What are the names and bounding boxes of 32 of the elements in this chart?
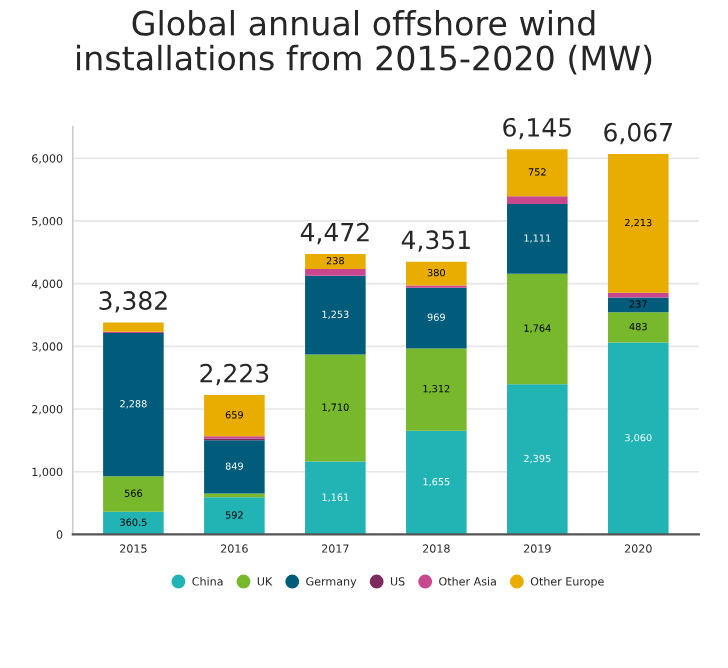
bar	[507, 384, 568, 535]
bar	[507, 196, 568, 205]
chart-title: Global annual offshore wind installations from 2015-2020 (MW)	[77, 10, 652, 75]
total-label: 6,067	[604, 122, 672, 145]
bar	[305, 461, 366, 535]
bar	[507, 204, 568, 274]
bar	[608, 297, 669, 313]
bar	[608, 342, 669, 535]
total-label: 2,223	[200, 363, 269, 386]
bar	[103, 476, 164, 512]
total-label: 4,351	[401, 230, 470, 252]
bar	[305, 254, 366, 269]
bar	[507, 273, 568, 385]
bar	[608, 312, 669, 343]
total-label: 3,382	[99, 291, 167, 313]
bar	[103, 511, 164, 535]
bar	[305, 354, 366, 462]
bar	[204, 395, 265, 437]
total-label: 4,472	[300, 222, 369, 245]
bar	[103, 322, 164, 332]
bar	[406, 287, 467, 349]
bar	[406, 348, 467, 431]
bar	[406, 261, 467, 286]
bar	[305, 268, 366, 276]
bar	[305, 275, 366, 355]
bar	[507, 149, 568, 197]
bar	[406, 430, 467, 535]
bar	[204, 440, 265, 494]
bar	[204, 497, 265, 535]
bar	[608, 154, 669, 293]
bar	[103, 332, 164, 477]
total-label: 6,145	[503, 117, 571, 140]
